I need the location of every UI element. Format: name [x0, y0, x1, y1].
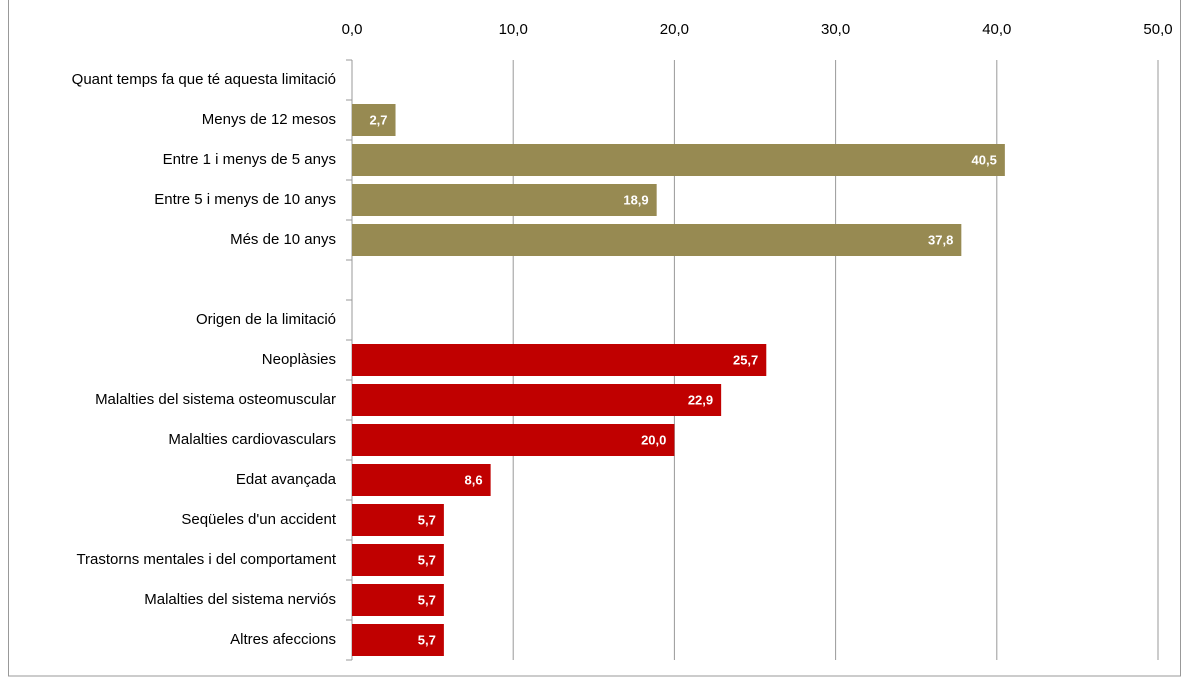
bar [352, 464, 491, 496]
y-tick-label: Més de 10 anys [230, 231, 336, 248]
bar [352, 144, 1005, 176]
value-label: 5,7 [418, 552, 436, 567]
y-tick-label: Altres afeccions [230, 631, 336, 648]
x-tick-label: 40,0 [982, 21, 1011, 38]
value-label: 2,7 [369, 112, 387, 127]
y-tick-label: Neoplàsies [262, 351, 336, 368]
bar [352, 544, 444, 576]
x-tick-label: 0,0 [342, 21, 363, 38]
bar [352, 104, 396, 136]
y-tick-label: Malalties del sistema osteomuscular [95, 391, 336, 408]
y-tick-label: Menys de 12 mesos [202, 111, 336, 128]
bar [352, 584, 444, 616]
value-label: 5,7 [418, 592, 436, 607]
value-label: 5,7 [418, 632, 436, 647]
bar [352, 624, 444, 656]
y-tick-label: Malalties del sistema nerviós [144, 591, 336, 608]
value-label: 25,7 [733, 352, 758, 367]
value-label: 8,6 [465, 472, 483, 487]
bar [352, 224, 962, 256]
bar [352, 384, 722, 416]
value-label: 5,7 [418, 512, 436, 527]
x-tick-label: 30,0 [821, 21, 850, 38]
y-tick-label: Malalties cardiovasculars [168, 431, 336, 448]
y-tick-label: Seqüeles d'un accident [181, 511, 336, 528]
frame [8, 0, 1181, 677]
value-label: 18,9 [623, 192, 648, 207]
y-tick-label: Entre 5 i menys de 10 anys [154, 191, 336, 208]
bar [352, 504, 444, 536]
bar [352, 344, 767, 376]
x-tick-label: 50,0 [1143, 21, 1172, 38]
value-label: 40,5 [972, 152, 997, 167]
y-tick-label: Entre 1 i menys de 5 anys [163, 151, 336, 168]
x-tick-label: 10,0 [499, 21, 528, 38]
y-tick-label: Trastorns mentales i del comportament [76, 551, 336, 568]
x-tick-label: 20,0 [660, 21, 689, 38]
value-label: 20,0 [641, 432, 666, 447]
y-tick-label: Quant temps fa que té aquesta limitació [72, 71, 336, 88]
bar [352, 424, 675, 456]
value-label: 37,8 [928, 232, 953, 247]
value-label: 22,9 [688, 392, 713, 407]
y-tick-label: Edat avançada [236, 471, 337, 488]
y-tick-label: Origen de la limitació [196, 311, 336, 328]
bar [352, 184, 657, 216]
